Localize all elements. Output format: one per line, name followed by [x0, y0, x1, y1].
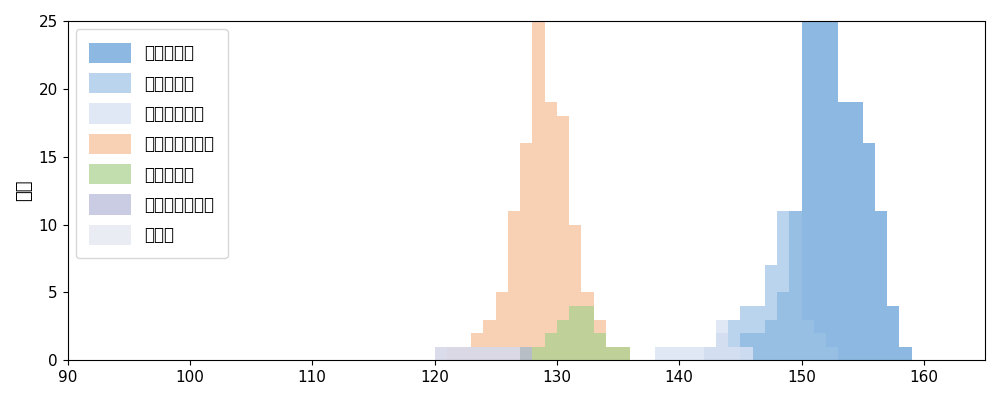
Bar [483, 347, 496, 360]
Bar [802, 320, 814, 360]
Bar [581, 306, 594, 360]
Bar [814, 333, 826, 360]
Bar [887, 306, 899, 360]
Bar [753, 306, 765, 360]
Bar [557, 116, 569, 360]
Bar [789, 211, 802, 360]
Bar [496, 347, 508, 360]
Bar [545, 102, 557, 360]
Bar [545, 333, 557, 360]
Bar [875, 211, 887, 360]
Bar [789, 211, 802, 360]
Bar [594, 333, 606, 360]
Bar [728, 320, 740, 360]
Bar [728, 347, 740, 360]
Bar [569, 224, 581, 360]
Bar [826, 347, 838, 360]
Bar [899, 347, 912, 360]
Bar [716, 333, 728, 360]
Bar [716, 320, 728, 360]
Bar [814, 21, 826, 360]
Bar [496, 347, 508, 360]
Bar [557, 320, 569, 360]
Bar [740, 333, 753, 360]
Bar [447, 347, 459, 360]
Bar [740, 347, 753, 360]
Bar [826, 0, 838, 360]
Bar [435, 347, 447, 360]
Bar [777, 211, 789, 360]
Bar [520, 347, 532, 360]
Legend: ストレート, ツーシーム, カットボール, チェンジアップ, スライダー, ナックルカーブ, カーブ: ストレート, ツーシーム, カットボール, チェンジアップ, スライダー, ナッ… [76, 29, 228, 258]
Bar [508, 211, 520, 360]
Bar [704, 347, 716, 360]
Bar [863, 143, 875, 360]
Bar [740, 306, 753, 360]
Bar [581, 292, 594, 360]
Bar [777, 292, 789, 360]
Bar [667, 347, 679, 360]
Bar [606, 347, 618, 360]
Bar [483, 347, 496, 360]
Bar [447, 347, 459, 360]
Bar [471, 347, 483, 360]
Y-axis label: 球数: 球数 [15, 180, 33, 201]
Bar [765, 265, 777, 360]
Bar [704, 347, 716, 360]
Bar [655, 347, 667, 360]
Bar [691, 347, 704, 360]
Bar [532, 0, 545, 360]
Bar [447, 347, 459, 360]
Bar [594, 320, 606, 360]
Bar [508, 347, 520, 360]
Bar [679, 347, 691, 360]
Bar [618, 347, 630, 360]
Bar [520, 347, 532, 360]
Bar [753, 333, 765, 360]
Bar [459, 347, 471, 360]
Bar [483, 320, 496, 360]
Bar [850, 102, 863, 360]
Bar [435, 347, 447, 360]
Bar [520, 143, 532, 360]
Bar [618, 347, 630, 360]
Bar [459, 347, 471, 360]
Bar [471, 333, 483, 360]
Bar [802, 0, 814, 360]
Bar [459, 347, 471, 360]
Bar [606, 347, 618, 360]
Bar [496, 292, 508, 360]
Bar [508, 347, 520, 360]
Bar [838, 102, 850, 360]
Bar [532, 347, 545, 360]
Bar [765, 320, 777, 360]
Bar [471, 347, 483, 360]
Bar [569, 306, 581, 360]
